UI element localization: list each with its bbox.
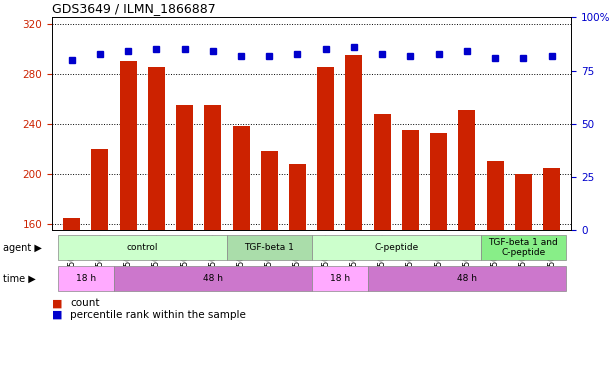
Bar	[114, 266, 312, 291]
Text: control: control	[126, 243, 158, 252]
Text: GDS3649 / ILMN_1866887: GDS3649 / ILMN_1866887	[52, 2, 216, 15]
Text: 48 h: 48 h	[457, 274, 477, 283]
Text: TGF-beta 1: TGF-beta 1	[244, 243, 295, 252]
Bar	[312, 235, 481, 260]
Text: percentile rank within the sample: percentile rank within the sample	[70, 310, 246, 320]
Bar	[543, 168, 560, 384]
Bar	[515, 174, 532, 384]
Bar	[289, 164, 306, 384]
Text: count: count	[70, 298, 100, 308]
Text: 18 h: 18 h	[76, 274, 96, 283]
Bar	[261, 151, 278, 384]
Bar	[430, 132, 447, 384]
Text: time ▶: time ▶	[3, 273, 36, 283]
Bar	[402, 130, 419, 384]
Text: ■: ■	[52, 298, 62, 308]
Bar	[345, 55, 362, 384]
Text: C-peptide: C-peptide	[374, 243, 419, 252]
Bar	[57, 235, 227, 260]
Bar	[63, 218, 80, 384]
Bar	[57, 266, 114, 291]
Text: 48 h: 48 h	[203, 274, 223, 283]
Bar	[233, 126, 249, 384]
Text: agent ▶: agent ▶	[3, 243, 42, 253]
Bar	[458, 110, 475, 384]
Bar	[368, 266, 566, 291]
Text: TGF-beta 1 and
C-peptide: TGF-beta 1 and C-peptide	[488, 238, 558, 257]
Bar	[204, 105, 221, 384]
Bar	[120, 61, 137, 384]
Text: 18 h: 18 h	[330, 274, 350, 283]
Bar	[176, 105, 193, 384]
Bar	[486, 161, 503, 384]
Text: ■: ■	[52, 310, 62, 320]
Bar	[317, 68, 334, 384]
Bar	[148, 68, 165, 384]
Bar	[92, 149, 108, 384]
Bar	[481, 235, 566, 260]
Bar	[374, 114, 390, 384]
Bar	[312, 266, 368, 291]
Bar	[227, 235, 312, 260]
